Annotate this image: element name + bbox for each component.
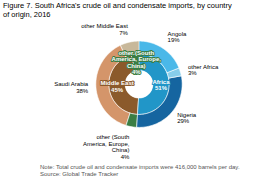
svg-text:other (SouthAmerica, Europe,Ch: other (SouthAmerica, Europe,China)4% xyxy=(112,50,162,76)
html-text:Source: Global Trade Tracker: Source: Global Trade Tracker xyxy=(40,171,119,178)
svg-text:other Africa3%: other Africa3% xyxy=(188,64,219,77)
html-text:Note: Total crude oil and cond: Note: Total crude oil and condensate imp… xyxy=(40,164,240,170)
svg-text:Africa51%: Africa51% xyxy=(152,79,170,92)
svg-text:other (SouthAmerica, Europe,Ch: other (SouthAmerica, Europe,China)4% xyxy=(83,134,130,160)
svg-text:Saudi Arabia38%: Saudi Arabia38% xyxy=(54,81,89,94)
svg-text:Middle East45%: Middle East45% xyxy=(100,80,133,93)
svg-text:other Middle East7%: other Middle East7% xyxy=(81,23,128,36)
svg-text:Nigeria29%: Nigeria29% xyxy=(177,112,197,125)
svg-text:Angola19%: Angola19% xyxy=(168,31,187,44)
html-text:Figure 7. South Africa's crude: Figure 7. South Africa's crude oil and c… xyxy=(3,1,232,19)
